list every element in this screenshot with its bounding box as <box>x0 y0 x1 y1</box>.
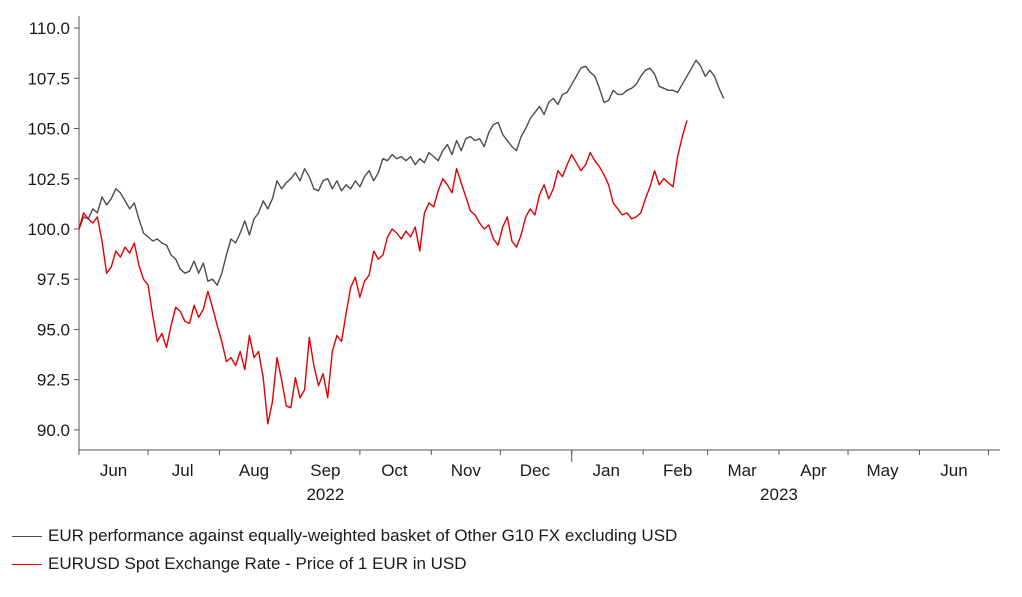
x-month-label: Oct <box>381 461 408 480</box>
x-axis: Jun Jul Aug Sep Oct Nov Dec Jan Feb Mar Apr May Jun 2… <box>78 449 1000 504</box>
x-month-label: Sep <box>310 461 340 480</box>
x-month-label: Mar <box>727 461 757 480</box>
y-tick-label: 100.0 <box>27 220 70 239</box>
x-month-label: Jan <box>593 461 620 480</box>
legend: EUR performance against equally-weighted… <box>12 522 677 578</box>
legend-item-basket: EUR performance against equally-weighted… <box>12 522 677 550</box>
x-month-label: Nov <box>451 461 482 480</box>
x-month-label: Jun <box>940 461 967 480</box>
y-tick-label: 95.0 <box>37 320 70 339</box>
y-tick-label: 97.5 <box>37 270 70 289</box>
y-axis: 110.0 107.5 105.0 102.5 100.0 97.5 95.0 92.5 90.… <box>27 16 80 450</box>
series-line-eurusd <box>78 120 688 425</box>
legend-swatch-eurusd <box>12 563 42 565</box>
series-layer <box>78 59 725 425</box>
x-month-label: Aug <box>239 461 269 480</box>
y-tick-label: 90.0 <box>37 421 70 440</box>
y-tick-label: 102.5 <box>27 170 70 189</box>
legend-label-basket: EUR performance against equally-weighted… <box>48 526 678 545</box>
x-month-label: Jun <box>100 461 127 480</box>
x-month-label: Jul <box>172 461 194 480</box>
y-tick-label: 107.5 <box>27 69 70 88</box>
y-tick-label: 110.0 <box>29 19 70 38</box>
x-month-label: Feb <box>663 461 692 480</box>
x-year-label: 2023 <box>760 485 798 504</box>
x-month-label: May <box>867 461 900 480</box>
legend-item-eurusd: EURUSD Spot Exchange Rate - Price of 1 E… <box>12 550 677 578</box>
series-line-basket <box>78 59 725 286</box>
y-tick-label: 105.0 <box>27 120 70 139</box>
x-month-label: Apr <box>800 461 827 480</box>
x-year-label: 2022 <box>306 485 344 504</box>
legend-swatch-basket <box>12 535 42 537</box>
x-month-label: Dec <box>520 461 551 480</box>
legend-label-eurusd: EURUSD Spot Exchange Rate - Price of 1 E… <box>48 554 467 573</box>
chart-area: 110.0 107.5 105.0 102.5 100.0 97.5 95.0 92.5 90.… <box>27 16 1000 504</box>
y-tick-label: 92.5 <box>37 371 70 390</box>
